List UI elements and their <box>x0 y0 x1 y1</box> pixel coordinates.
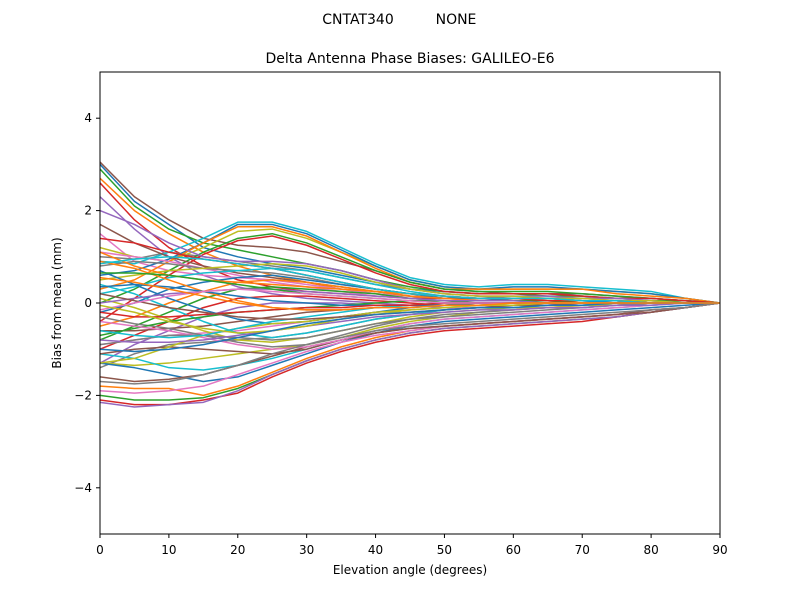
x-tick-label: 0 <box>96 543 104 557</box>
series-line-s58 <box>100 302 720 385</box>
series-line-s47 <box>100 302 720 350</box>
series-line-s10 <box>100 221 720 304</box>
series-group <box>100 161 720 408</box>
series-line-s55 <box>100 302 720 344</box>
y-tick-label: 4 <box>84 111 92 125</box>
x-axis-label: Elevation angle (degrees) <box>333 563 487 577</box>
y-tick-label: −2 <box>74 388 92 402</box>
y-tick-label: 2 <box>84 204 92 218</box>
series-line-s60 <box>100 256 720 304</box>
x-tick-label: 30 <box>299 543 314 557</box>
x-tick-label: 70 <box>575 543 590 557</box>
series-line-s35 <box>100 302 720 408</box>
x-tick-label: 50 <box>437 543 452 557</box>
suptitle-left: CNTAT340 <box>322 12 393 28</box>
series-line-s46 <box>100 302 720 355</box>
y-tick-label: 0 <box>84 296 92 310</box>
series-line-s13 <box>100 232 720 304</box>
x-tick-label: 80 <box>643 543 658 557</box>
x-tick-label: 10 <box>161 543 176 557</box>
x-tick-label: 60 <box>506 543 521 557</box>
y-tick-label: −4 <box>74 481 92 495</box>
y-axis-label: Bias from mean (mm) <box>50 237 64 368</box>
x-axis-ticks: 0 10 20 30 40 50 60 70 80 90 <box>96 534 728 557</box>
suptitle-right: NONE <box>436 12 477 28</box>
x-tick-label: 20 <box>230 543 245 557</box>
y-axis-ticks: −4 −2 0 2 4 <box>74 111 100 495</box>
chart-title: Delta Antenna Phase Biases: GALILEO-E6 <box>265 51 554 67</box>
series-line-s62 <box>100 276 720 311</box>
x-tick-label: 90 <box>712 543 727 557</box>
x-tick-label: 40 <box>368 543 383 557</box>
